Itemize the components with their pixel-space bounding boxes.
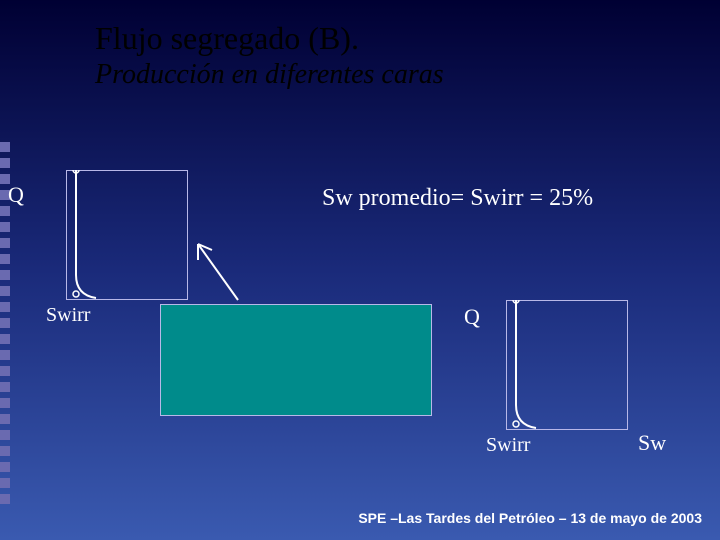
teal-rectangle: [160, 304, 432, 416]
bullet-square: [0, 254, 10, 264]
chart1-x-left: Swirr: [46, 304, 90, 327]
bullet-square: [0, 366, 10, 376]
chart1-y-label: Q: [8, 182, 24, 208]
main-title: Flujo segregado (B).: [95, 20, 444, 57]
bullet-square: [0, 318, 10, 328]
chart2-x-right: Sw: [638, 430, 666, 456]
bullet-square: [0, 142, 10, 152]
title-area: Flujo segregado (B). Producción en difer…: [95, 20, 444, 91]
bullet-square: [0, 302, 10, 312]
chart2-y-label: Q: [464, 304, 480, 330]
subtitle: Producción en diferentes caras: [95, 59, 444, 91]
bullet-square: [0, 414, 10, 424]
bullet-square: [0, 270, 10, 280]
bullet-square: [0, 494, 10, 504]
bullet-square: [0, 334, 10, 344]
chart1-curve: [66, 170, 196, 305]
bullet-square: [0, 222, 10, 232]
promedio-text: Sw promedio= Swirr = 25%: [322, 185, 593, 212]
bullet-square: [0, 462, 10, 472]
bullet-square: [0, 158, 10, 168]
chart2-x-left: Swirr: [486, 434, 530, 457]
bullet-square: [0, 478, 10, 488]
chart-top-left: Q Swirr Sw: [56, 170, 196, 310]
bullet-square: [0, 238, 10, 248]
bullet-square: [0, 382, 10, 392]
bullet-square: [0, 398, 10, 408]
bullet-square: [0, 350, 10, 360]
bullet-square: [0, 430, 10, 440]
arrow-to-rect: [190, 230, 250, 310]
bullet-square: [0, 446, 10, 456]
chart1-point-bottom: [73, 291, 79, 297]
chart-bottom-right: Q Swirr Sw: [496, 300, 636, 440]
bullet-square: [0, 286, 10, 296]
footer-text: SPE –Las Tardes del Petróleo – 13 de may…: [358, 510, 702, 526]
chart2-point-bottom: [513, 421, 519, 427]
chart2-curve: [506, 300, 636, 435]
